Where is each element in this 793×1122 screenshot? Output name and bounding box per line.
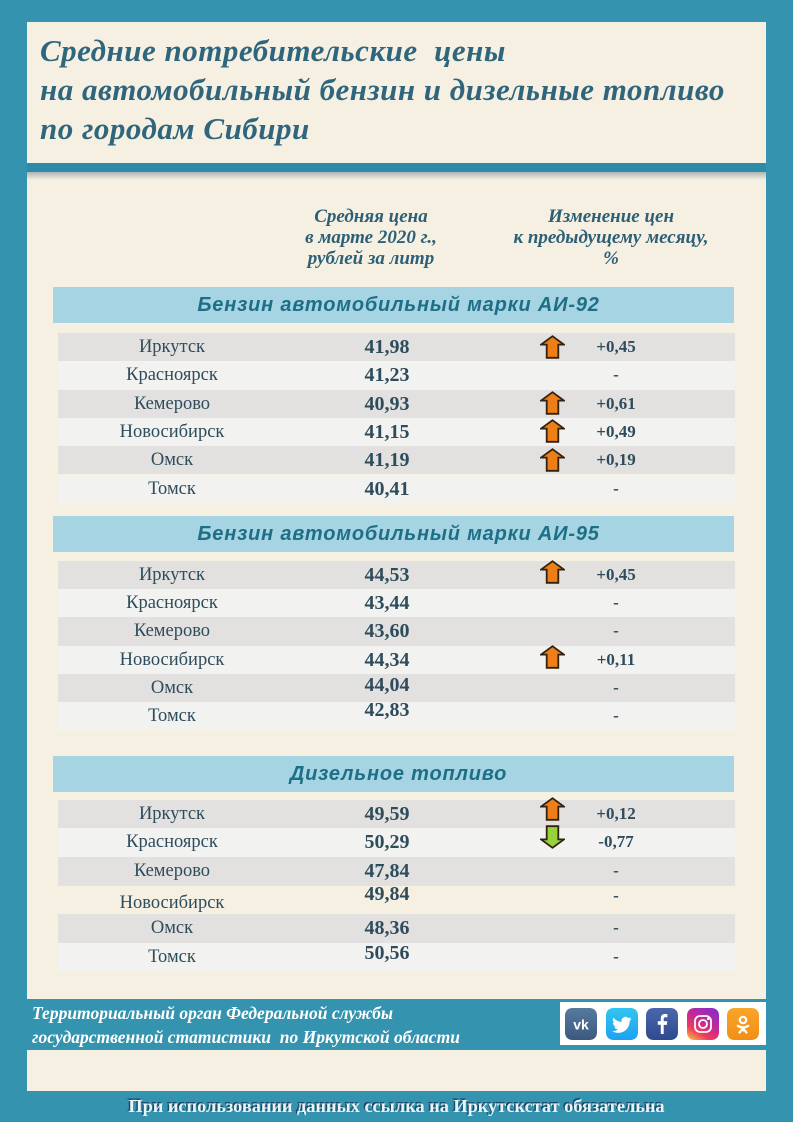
svg-text:vk: vk [573,1017,589,1033]
